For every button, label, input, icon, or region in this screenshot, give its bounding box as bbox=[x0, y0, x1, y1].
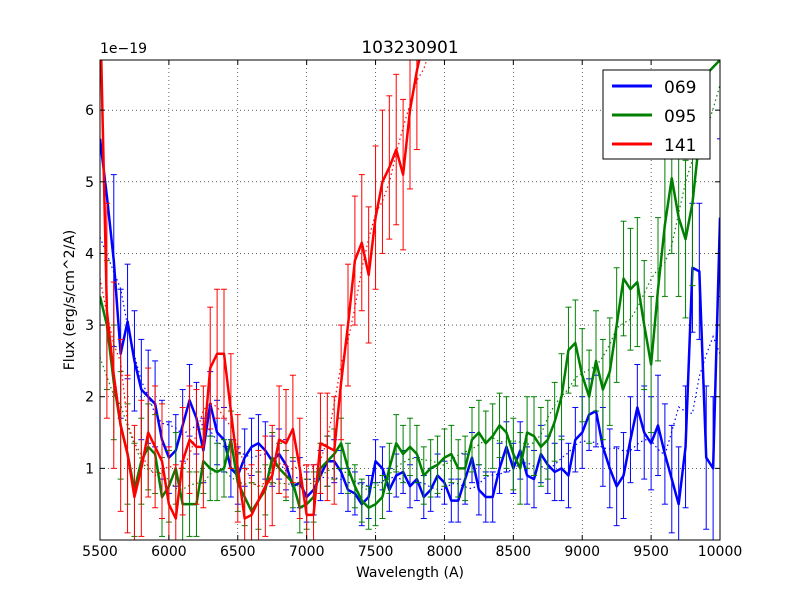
x-tick-label: 8500 bbox=[496, 544, 532, 560]
y-axis-label: Flux (erg/s/cm^2/A) bbox=[62, 230, 78, 370]
y-tick-label: 4 bbox=[85, 246, 94, 262]
x-tick-label: 7000 bbox=[289, 544, 325, 560]
series-141 bbox=[100, 60, 428, 540]
chart-title: 103230901 bbox=[361, 38, 458, 58]
x-tick-label: 7500 bbox=[358, 544, 394, 560]
trend-line-141 bbox=[100, 60, 428, 487]
plot-data bbox=[100, 60, 720, 540]
legend-label-095: 095 bbox=[664, 107, 696, 127]
y-tick-label: 6 bbox=[85, 103, 94, 119]
legend-label-141: 141 bbox=[664, 136, 696, 156]
axis-ticks: 5500 6000 6500 7000 7500 8000 8500 9000 9500 1000… bbox=[82, 60, 742, 560]
legend-label-069: 069 bbox=[664, 78, 696, 98]
x-tick-label: 10000 bbox=[698, 544, 743, 560]
series-line-141 bbox=[100, 60, 421, 520]
x-tick-label: 9000 bbox=[564, 544, 600, 560]
y-tick-label: 2 bbox=[85, 390, 94, 406]
legend: 069 095 141 bbox=[602, 69, 711, 160]
y-tick-label: 5 bbox=[85, 175, 94, 191]
plot-frame bbox=[99, 59, 721, 541]
x-tick-label: 9500 bbox=[633, 544, 669, 560]
offset-label: 1e−19 bbox=[100, 41, 147, 57]
x-axis-label: Wavelength (A) bbox=[356, 565, 464, 581]
y-tick-label: 3 bbox=[85, 318, 94, 334]
x-tick-label: 5500 bbox=[82, 544, 118, 560]
y-tick-label: 1 bbox=[85, 461, 94, 477]
x-tick-label: 6000 bbox=[151, 544, 187, 560]
x-tick-label: 8000 bbox=[427, 544, 463, 560]
x-tick-label: 6500 bbox=[220, 544, 256, 560]
